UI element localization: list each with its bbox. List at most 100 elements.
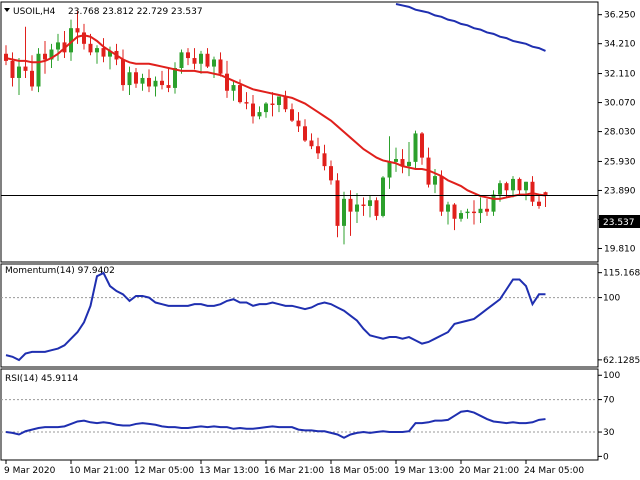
candle-body — [433, 176, 437, 185]
current-price-box — [599, 215, 640, 228]
candle-body — [517, 178, 522, 191]
time-axis: 9 Mar 2020 10 Mar 21:00 12 Mar 05:00 13 Mar… — [4, 460, 584, 476]
candle-body — [127, 72, 132, 86]
candle-body — [303, 126, 307, 141]
rsi-axis: 100 70 30 0 — [598, 371, 620, 462]
time-tick-label: 16 Mar 21:00 — [264, 466, 324, 476]
candle-body — [270, 103, 275, 105]
time-tick-label: 9 Mar 2020 — [4, 466, 56, 476]
candle-body — [264, 103, 268, 113]
candle-body — [134, 72, 138, 84]
candle-body — [504, 183, 509, 191]
candle-body — [296, 120, 301, 127]
rsi-panel-frame — [0, 368, 599, 461]
momentum-tick-label: 115.1684 — [603, 269, 640, 279]
candle-body — [88, 43, 93, 53]
rsi-tick-label: 0 — [603, 452, 609, 462]
price-panel[interactable]: 36.250 34.210 32.110 30.070 28.030 25.930 23.8… — [0, 1, 640, 263]
candle-body — [140, 77, 145, 84]
price-tick-label: 19.810 — [604, 244, 636, 254]
candle-body — [491, 194, 496, 212]
candle-body — [465, 211, 470, 214]
price-tick-label: 34.210 — [604, 40, 636, 50]
ohlc-label: 23.768 23.812 22.729 23.537 — [68, 7, 203, 17]
candle-body — [192, 58, 197, 64]
candle-body — [511, 178, 515, 191]
candle-body — [498, 183, 502, 195]
candle-body — [101, 48, 106, 57]
candle-body — [75, 28, 80, 33]
price-tick-label: 36.250 — [604, 11, 636, 21]
candle-body — [36, 53, 41, 87]
candle-body — [69, 28, 73, 53]
symbol-label: USOIL,H4 — [13, 7, 56, 17]
candle-body — [387, 161, 392, 178]
candle-body — [446, 204, 450, 212]
candle-body — [329, 166, 333, 181]
candle-body — [355, 204, 359, 212]
candle-body — [452, 204, 457, 219]
candle-body — [290, 109, 294, 121]
rsi-tick-label: 30 — [603, 428, 615, 438]
momentum-label: Momentum(14) 97.9402 — [5, 266, 115, 276]
candle-body — [439, 176, 444, 212]
candle-body — [543, 192, 548, 196]
candle-body — [277, 96, 281, 105]
collapse-triangle-icon[interactable] — [4, 8, 10, 12]
price-tick-label: 23.890 — [604, 186, 636, 196]
candle-body — [257, 112, 262, 117]
candle-body — [348, 198, 353, 212]
candle-body — [459, 213, 463, 219]
momentum-panel[interactable]: 115.1684 100 62.1285 Momentum(14) 97.9402 — [0, 263, 640, 368]
candle-body — [478, 208, 483, 214]
candle-body — [179, 52, 184, 68]
rsi-level-lines — [1, 399, 598, 433]
candle-body — [361, 204, 366, 206]
symbol-header: USOIL,H4 23.768 23.812 22.729 23.537 — [4, 7, 203, 17]
candle-body — [10, 60, 15, 78]
candle-body — [108, 50, 112, 57]
candle-body — [166, 85, 171, 88]
current-price-marker: 23.537 — [599, 215, 640, 228]
candle-body — [23, 66, 28, 71]
candle-body — [205, 53, 210, 67]
rsi-panel[interactable]: 100 70 30 0 RSI(14) 45.9114 — [0, 368, 620, 462]
momentum-axis: 115.1684 100 62.1285 — [598, 269, 640, 366]
rsi-line — [5, 409, 546, 439]
candle-body — [121, 59, 125, 86]
candle-body — [407, 161, 411, 167]
candle-body — [153, 80, 158, 87]
candle-body — [199, 53, 203, 64]
candle-body — [420, 133, 424, 158]
candle-body — [342, 198, 346, 226]
momentum-tick-label: 100 — [603, 294, 620, 304]
candle-body — [56, 42, 60, 50]
momentum-line — [5, 271, 546, 362]
candle-body — [225, 73, 229, 91]
candle-body — [82, 32, 86, 44]
ma-fast-line — [5, 34, 546, 200]
time-tick-label: 12 Mar 05:00 — [134, 466, 194, 476]
candle-body — [485, 208, 489, 212]
momentum-tick-label: 62.1285 — [603, 356, 640, 366]
candle-body — [30, 70, 34, 87]
candle-body — [309, 140, 314, 147]
ma-slow-line — [395, 3, 546, 52]
rsi-tick-label: 100 — [603, 371, 620, 381]
candle-body — [251, 103, 255, 117]
price-tick-label: 30.070 — [604, 99, 636, 109]
time-tick-label: 10 Mar 21:00 — [69, 466, 129, 476]
candle-body — [530, 181, 535, 202]
candle-body — [400, 159, 405, 167]
candle-body — [374, 200, 379, 216]
candle-body — [316, 146, 320, 154]
price-tick-label: 25.930 — [604, 157, 636, 167]
candle-body — [413, 133, 418, 162]
candle-body — [160, 80, 164, 86]
candle-body — [49, 49, 54, 60]
time-tick-label: 18 Mar 05:00 — [329, 466, 389, 476]
candle-body — [537, 201, 541, 206]
candle-body — [283, 96, 288, 110]
